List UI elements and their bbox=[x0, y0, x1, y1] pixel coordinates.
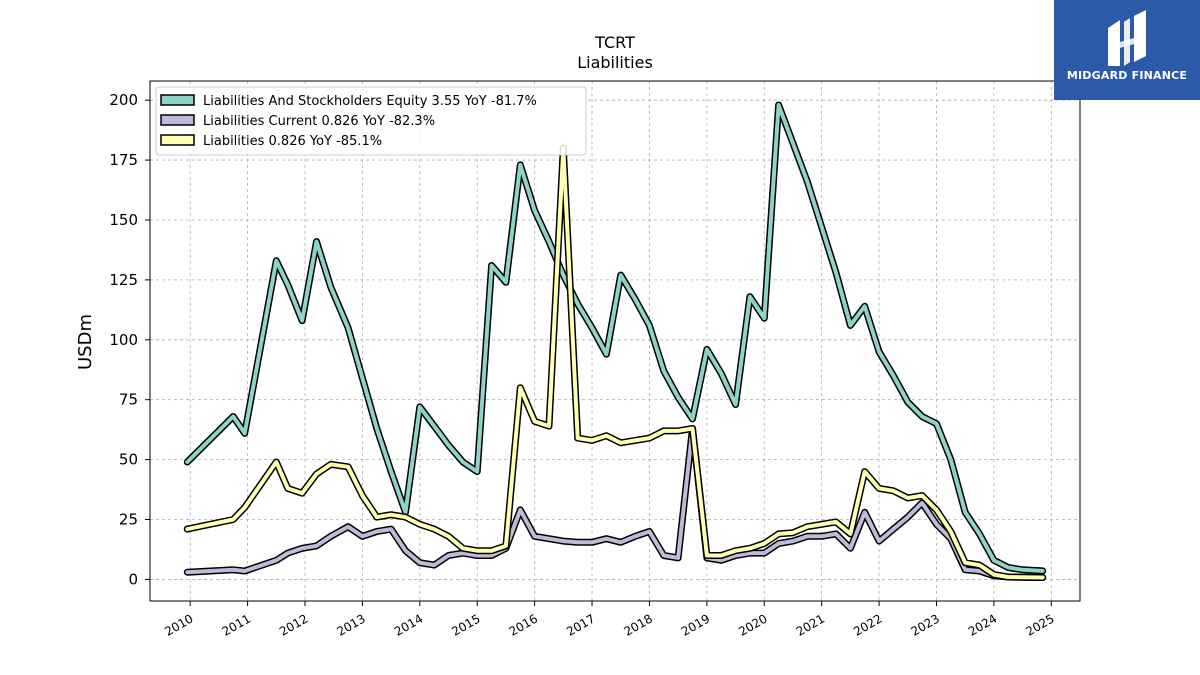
legend-box bbox=[155, 86, 587, 156]
x-tick-label: 2016 bbox=[507, 611, 540, 638]
brand-logo: MIDGARD FINANCE bbox=[1054, 0, 1200, 100]
brand-logo-mark-icon bbox=[1108, 10, 1146, 66]
y-tick-label: 100 bbox=[109, 331, 138, 349]
x-tick-label: 2022 bbox=[851, 611, 884, 638]
y-tick-label: 175 bbox=[109, 151, 138, 169]
x-tick-label: 2019 bbox=[679, 611, 712, 638]
legend-label: Liabilities And Stockholders Equity 3.55… bbox=[203, 94, 537, 109]
y-tick-label: 0 bbox=[128, 570, 138, 588]
series-line bbox=[185, 146, 1045, 580]
y-axis-label: USDm bbox=[75, 314, 96, 370]
brand-name: MIDGARD FINANCE bbox=[1066, 69, 1188, 82]
plot-frame bbox=[149, 80, 1081, 602]
grid bbox=[150, 81, 1080, 601]
y-tick-label: 75 bbox=[119, 391, 138, 409]
x-tick-label: 2012 bbox=[277, 611, 310, 638]
x-tick-label: 2023 bbox=[909, 611, 942, 638]
legend-swatch bbox=[160, 114, 195, 126]
legend-swatch bbox=[160, 134, 195, 146]
y-tick-label: 50 bbox=[119, 451, 138, 469]
legend: Liabilities And Stockholders Equity 3.55… bbox=[155, 86, 587, 156]
x-tick-label: 2017 bbox=[564, 611, 597, 638]
y-tick-label: 150 bbox=[109, 211, 138, 229]
x-tick-label: 2021 bbox=[794, 611, 827, 638]
chart-subtitle: Liabilities bbox=[577, 53, 653, 72]
series-line-outline bbox=[183, 425, 1047, 581]
y-tick-label: 200 bbox=[109, 91, 138, 109]
y-tick-label: 125 bbox=[109, 271, 138, 289]
x-tick-label: 2020 bbox=[736, 611, 769, 638]
legend-swatch bbox=[160, 94, 195, 106]
series-3 bbox=[183, 144, 1047, 581]
y-tick-label: 25 bbox=[119, 511, 138, 529]
x-tick-label: 2011 bbox=[220, 611, 253, 638]
series-line bbox=[185, 103, 1045, 573]
x-tick-label: 2018 bbox=[621, 611, 654, 638]
series-line-outline bbox=[183, 101, 1047, 575]
series-lines bbox=[183, 101, 1047, 581]
series-1 bbox=[183, 101, 1047, 575]
x-tick-label: 2010 bbox=[162, 611, 195, 638]
x-tick-label: 2024 bbox=[966, 611, 999, 638]
chart-title: TCRT bbox=[594, 33, 635, 52]
x-tick-label: 2013 bbox=[334, 611, 367, 638]
series-line bbox=[185, 426, 1045, 580]
axes: 0 25 50 75 100 125 150 175 200 2010 2011 2012 2013 20… bbox=[109, 91, 1056, 639]
legend-label: Liabilities Current 0.826 YoY -82.3% bbox=[203, 114, 435, 129]
legend-label: Liabilities 0.826 YoY -85.1% bbox=[203, 134, 382, 149]
x-tick-label: 2014 bbox=[392, 611, 425, 638]
x-tick-label: 2025 bbox=[1023, 611, 1056, 638]
series-2 bbox=[183, 425, 1047, 581]
x-tick-label: 2015 bbox=[449, 611, 482, 638]
